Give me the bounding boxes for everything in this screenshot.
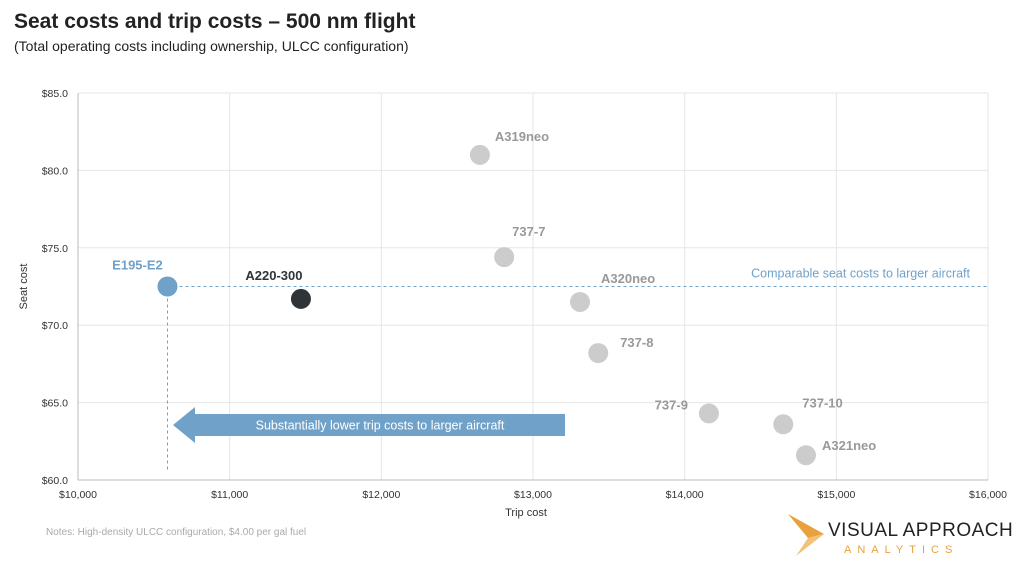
data-point	[588, 343, 609, 364]
y-tick-label: $85.0	[42, 88, 68, 100]
data-point-label: 737-9	[655, 397, 688, 412]
x-tick-label: $12,000	[362, 489, 400, 501]
logo-title: VISUAL APPROACH	[828, 520, 1014, 541]
data-point	[773, 414, 794, 435]
y-tick-label: $70.0	[42, 320, 68, 332]
data-point-label: 737-7	[512, 224, 545, 239]
data-point-label: A319neo	[495, 129, 549, 144]
data-point	[570, 291, 591, 312]
chart-subtitle: (Total operating costs including ownersh…	[14, 38, 409, 54]
logo-mark-icon	[788, 514, 824, 556]
x-tick-label: $11,000	[211, 489, 248, 501]
logo-subtitle: ANALYTICS	[844, 544, 959, 556]
data-point	[157, 276, 178, 297]
x-tick-label: $13,000	[514, 489, 552, 501]
x-tick-label: $14,000	[666, 489, 704, 501]
data-point-label: A321neo	[822, 438, 876, 453]
y-tick-label: $80.0	[42, 165, 68, 177]
chart-title: Seat costs and trip costs – 500 nm fligh…	[14, 10, 416, 33]
hline-annotation: Comparable seat costs to larger aircraft	[751, 267, 970, 281]
chart-notes: Notes: High-density ULCC configuration, …	[46, 527, 307, 538]
data-point	[698, 403, 719, 424]
data-point-label: A320neo	[601, 271, 655, 286]
y-axis-title: Seat cost	[18, 264, 30, 310]
data-point	[796, 445, 816, 466]
data-point-label: 737-10	[802, 395, 842, 410]
brand-logo: VISUAL APPROACH ANALYTICS	[786, 510, 1016, 560]
data-point	[469, 144, 490, 165]
arrow-annotation: Substantially lower trip costs to larger…	[256, 419, 505, 433]
x-tick-label: $16,000	[969, 489, 1007, 501]
data-point-label: E195-E2	[112, 258, 163, 273]
y-tick-label: $60.0	[42, 475, 68, 487]
left-arrow-icon	[173, 407, 565, 443]
data-point	[494, 247, 515, 268]
y-tick-label: $75.0	[42, 243, 68, 255]
x-tick-label: $15,000	[817, 489, 855, 501]
data-point-label: 737-8	[620, 335, 653, 350]
y-tick-label: $65.0	[42, 398, 68, 410]
data-point-label: A220-300	[245, 268, 302, 283]
data-point	[290, 288, 311, 309]
x-tick-label: $10,000	[59, 489, 97, 501]
x-axis-title: Trip cost	[505, 507, 547, 519]
